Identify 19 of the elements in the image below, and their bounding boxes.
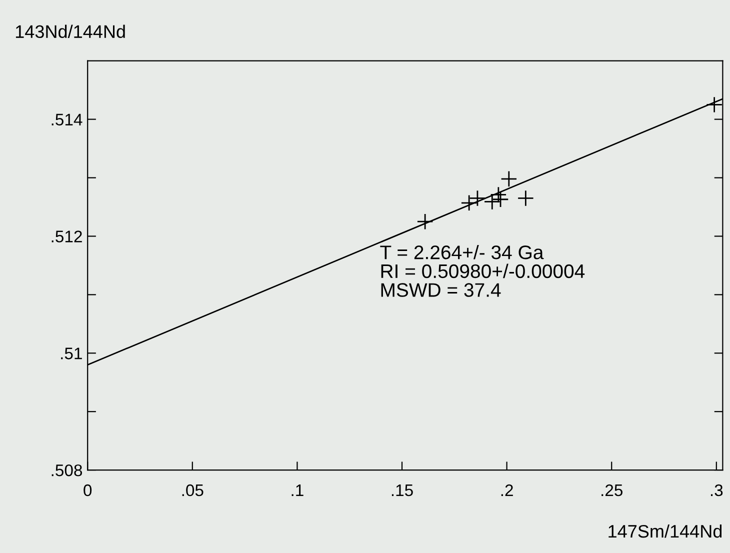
point <box>706 96 723 113</box>
point <box>416 213 434 230</box>
x-axis-title: 147Sm/144Nd <box>608 524 722 538</box>
x-tick-label: .2 <box>501 484 513 496</box>
y-tick-label: .51 <box>61 348 82 360</box>
annotation: T = 2.264+/- 34 Ga RI = 0.50980+/-0.00004 MSWD = 37.4 <box>380 244 585 297</box>
point <box>517 190 534 207</box>
x-tick-label: .15 <box>392 484 413 496</box>
x-tick-label: 0 <box>84 484 92 496</box>
x-tick-label: .1 <box>292 484 304 496</box>
y-tick-label: .512 <box>52 230 82 242</box>
point <box>492 191 509 208</box>
y-tick-label: .508 <box>52 464 82 476</box>
x-tick-label: .3 <box>710 484 723 496</box>
x-tick-label: .25 <box>602 484 622 496</box>
x-tick-label: .05 <box>182 484 204 496</box>
point <box>500 170 518 188</box>
y-axis-title: 143Nd/144Nd <box>16 24 125 38</box>
y-tick-label: .514 <box>52 114 82 126</box>
